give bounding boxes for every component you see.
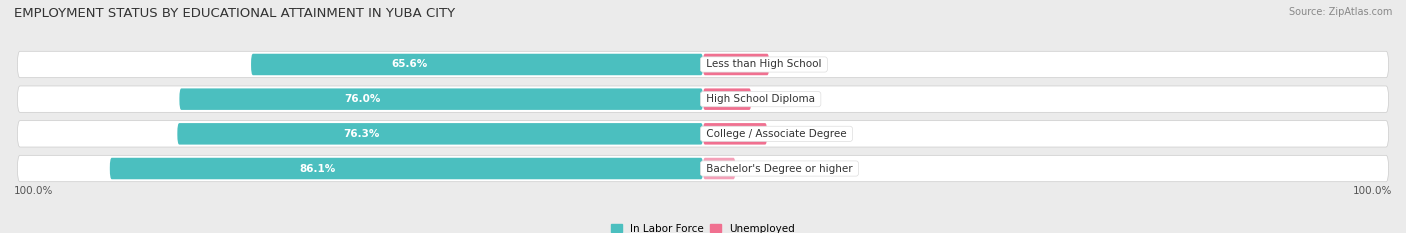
- Text: 100.0%: 100.0%: [1353, 186, 1392, 196]
- FancyBboxPatch shape: [17, 86, 1389, 112]
- Text: 100.0%: 100.0%: [14, 186, 53, 196]
- Text: High School Diploma: High School Diploma: [703, 94, 818, 104]
- Text: 65.6%: 65.6%: [391, 59, 427, 69]
- Text: College / Associate Degree: College / Associate Degree: [703, 129, 849, 139]
- FancyBboxPatch shape: [703, 54, 769, 75]
- Text: Less than High School: Less than High School: [703, 59, 825, 69]
- FancyBboxPatch shape: [703, 123, 768, 145]
- Text: 4.7%: 4.7%: [745, 164, 772, 174]
- Text: 9.3%: 9.3%: [778, 129, 804, 139]
- Text: 9.6%: 9.6%: [779, 59, 806, 69]
- FancyBboxPatch shape: [17, 51, 1389, 78]
- Text: EMPLOYMENT STATUS BY EDUCATIONAL ATTAINMENT IN YUBA CITY: EMPLOYMENT STATUS BY EDUCATIONAL ATTAINM…: [14, 7, 456, 20]
- FancyBboxPatch shape: [17, 121, 1389, 147]
- FancyBboxPatch shape: [17, 155, 1389, 182]
- Text: 76.0%: 76.0%: [344, 94, 381, 104]
- Text: 7.0%: 7.0%: [762, 94, 787, 104]
- Legend: In Labor Force, Unemployed: In Labor Force, Unemployed: [612, 224, 794, 233]
- Text: Bachelor's Degree or higher: Bachelor's Degree or higher: [703, 164, 856, 174]
- FancyBboxPatch shape: [252, 54, 703, 75]
- FancyBboxPatch shape: [180, 88, 703, 110]
- FancyBboxPatch shape: [703, 88, 751, 110]
- Text: 76.3%: 76.3%: [343, 129, 380, 139]
- FancyBboxPatch shape: [703, 158, 735, 179]
- FancyBboxPatch shape: [177, 123, 703, 145]
- Text: 86.1%: 86.1%: [299, 164, 336, 174]
- Text: Source: ZipAtlas.com: Source: ZipAtlas.com: [1288, 7, 1392, 17]
- FancyBboxPatch shape: [110, 158, 703, 179]
